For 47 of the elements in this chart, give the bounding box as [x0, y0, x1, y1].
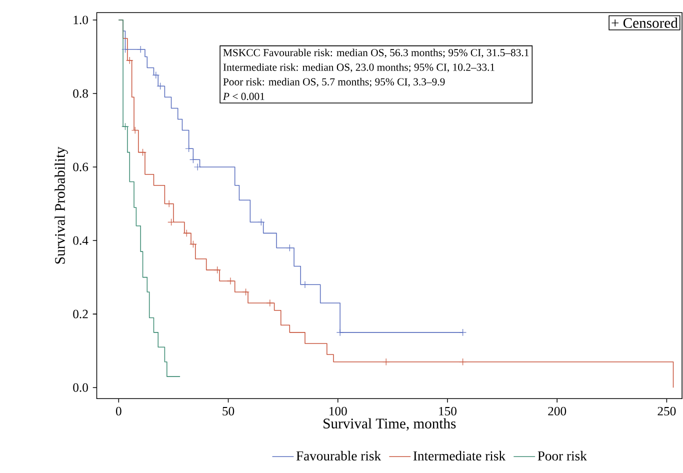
point [165, 200, 173, 208]
x-tick-label: 150 [439, 407, 456, 416]
point [286, 244, 294, 252]
y-tick-label: 0.0 [73, 384, 88, 392]
point [242, 288, 250, 296]
point [122, 123, 129, 131]
y-axis-title: Survival Probability [54, 146, 68, 264]
point [257, 218, 265, 226]
annotation: P < 0.001 [222, 93, 264, 100]
x-axis-title: Survival Time, months [324, 418, 456, 431]
x-tick-label: 50 [222, 407, 234, 416]
y-tick-label: 0.8 [73, 89, 88, 98]
point [459, 358, 467, 366]
point [152, 72, 160, 80]
point [136, 46, 144, 54]
point [122, 46, 129, 54]
point [214, 266, 221, 274]
legend-label: Intermediate risk [413, 451, 506, 461]
annotation: MSKCC Favourable risk: median OS, 56.3 months; 95% CI, 31.5–83.1 [223, 48, 529, 58]
x-tick-label: 100 [330, 407, 347, 416]
y-tick-label: 0.4 [73, 236, 88, 246]
x-tick-label: 250 [658, 407, 676, 416]
point [226, 278, 234, 285]
point [126, 56, 134, 64]
annotation: Intermediate risk: median OS, 23.0 months; 95% CI, 10.2–33.1 [223, 64, 494, 73]
point [156, 82, 164, 90]
y-tick-label: 0.6 [73, 162, 88, 172]
x-tick-label: 0 [116, 407, 122, 416]
legend-label: Favourable risk [296, 451, 382, 461]
point [301, 281, 309, 289]
point [190, 156, 197, 164]
y-tick-label: 0.2 [73, 310, 88, 319]
point [336, 329, 344, 336]
y-tick-label: 1.0 [74, 16, 88, 25]
point [194, 164, 202, 171]
point [182, 230, 190, 238]
annotation: + Censored [612, 18, 678, 28]
point [382, 358, 390, 366]
x-tick-label: 200 [548, 407, 566, 416]
point [185, 145, 193, 153]
point [266, 300, 274, 307]
point [190, 240, 197, 248]
point [168, 218, 175, 226]
point [139, 148, 146, 156]
legend-label: Poor risk [538, 451, 587, 461]
annotation: Poor risk: median OS, 5.7 months; 95% CI, 3.3–9.9 [223, 78, 445, 88]
point [459, 329, 467, 336]
